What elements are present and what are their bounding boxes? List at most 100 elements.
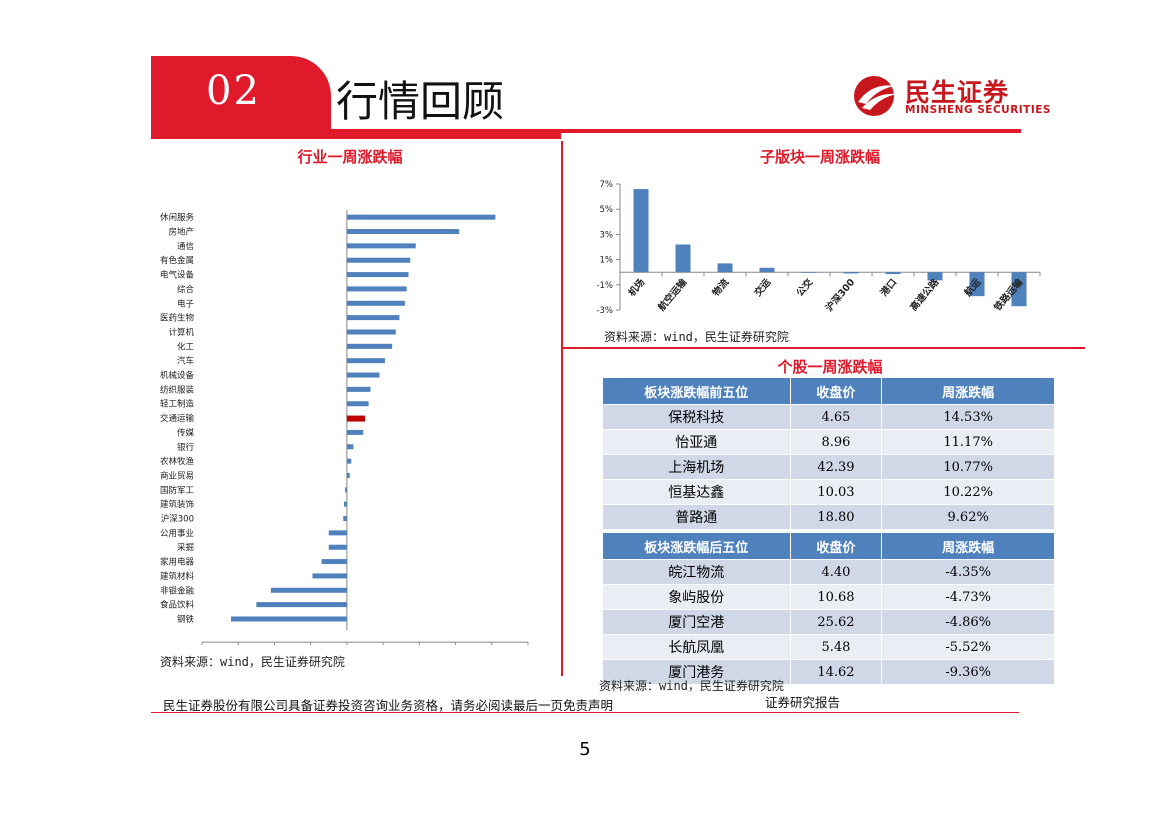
bar-机械设备 (346, 372, 380, 378)
category-label: 沪深300 (161, 514, 194, 525)
industry-bar-chart: -4%-3%-2%-1%0%1%2%3%4%5%休闲服务房地产通信有色金属电气设… (160, 210, 529, 645)
sub-chart-title: 子版块一周涨跌幅 (759, 148, 880, 166)
bar-房地产 (346, 229, 460, 235)
table-row: 上海机场 42.39 10.77% (602, 454, 1055, 480)
header-close-price: 收盘价 (789, 532, 883, 560)
weekly-change: 10.22% (881, 479, 1055, 505)
page-number: 5 (579, 739, 591, 760)
table-row: 厦门空港 25.62 -4.86% (602, 609, 1055, 635)
table-row: 普路通 18.80 9.62% (602, 504, 1055, 530)
stocks-source: 资料来源：wind，民生证券研究院 (599, 679, 784, 693)
header-weekly-change: 周涨跌幅 (881, 377, 1055, 405)
weekly-change: -9.36% (881, 659, 1055, 685)
table-row: 长航凤凰 5.48 -5.52% (602, 634, 1055, 660)
stock-name: 厦门港务 (602, 659, 791, 685)
category-label: 家用电器 (160, 557, 195, 568)
logo-text-en: MINSHENG SECURITIES (905, 104, 1051, 116)
table-row: 象屿股份 10.68 -4.73% (602, 584, 1055, 610)
bar-计算机 (346, 329, 396, 335)
table-row: 恒基达鑫 10.03 10.22% (602, 479, 1055, 505)
bar-建筑装饰 (343, 501, 347, 507)
category-label: 交运 (752, 276, 774, 299)
bar-物流 (717, 263, 733, 273)
header-weekly-change: 周涨跌幅 (881, 532, 1055, 560)
category-label: 航空运输 (656, 276, 690, 313)
section-number: 02 (206, 68, 261, 114)
bar-沪深300 (843, 272, 859, 274)
bar-铁路运输 (1011, 272, 1027, 307)
category-label: 国防军工 (160, 485, 195, 496)
y-tick-label: -1% (596, 281, 613, 291)
close-price: 10.68 (789, 584, 883, 610)
bar-汽车 (346, 358, 385, 364)
category-label: 电气设备 (160, 270, 195, 281)
bar-建筑材料 (312, 573, 347, 579)
table-header-row: 板块涨跌幅前五位 收盘价 周涨跌幅 (602, 377, 1055, 405)
category-label: 公用事业 (160, 528, 194, 539)
category-label: 通信 (177, 241, 195, 252)
bar-纺织服装 (346, 386, 371, 392)
bar-机场 (633, 189, 649, 273)
weekly-change: -4.35% (881, 559, 1055, 585)
category-label: 公交 (794, 276, 816, 299)
category-label: 建筑装饰 (160, 499, 195, 510)
weekly-change: 11.17% (881, 429, 1055, 455)
bar-传媒 (346, 429, 364, 435)
bar-钢铁 (230, 616, 347, 622)
vertical-divider (561, 141, 563, 676)
bar-航运 (969, 272, 985, 297)
header-close-price: 收盘价 (789, 377, 883, 405)
bar-航空运输 (675, 244, 691, 273)
close-price: 18.80 (789, 504, 883, 530)
bar-港口 (885, 272, 901, 275)
stock-name: 普路通 (602, 504, 791, 530)
stock-name: 象屿股份 (602, 584, 791, 610)
stock-name: 厦门空港 (602, 609, 791, 635)
category-label: 机械设备 (160, 370, 195, 381)
category-label: 沪深300 (823, 276, 857, 314)
category-label: 化工 (177, 341, 195, 352)
bar-交运 (759, 267, 775, 273)
category-label: 计算机 (168, 327, 194, 338)
category-label: 纺织服装 (160, 384, 195, 395)
category-label: 轻工制造 (160, 399, 195, 410)
bar-交通运输 (346, 415, 365, 422)
bar-银行 (346, 444, 354, 450)
category-label: 钢铁 (177, 614, 195, 625)
bar-沪深300 (343, 516, 347, 522)
weekly-change: 14.53% (881, 404, 1055, 430)
bar-食品饮料 (256, 602, 347, 608)
close-price: 42.39 (789, 454, 883, 480)
category-label: 汽车 (177, 356, 194, 367)
bar-通信 (346, 243, 416, 249)
y-tick-label: 5% (600, 205, 614, 215)
bar-公交 (801, 272, 817, 273)
bar-采掘 (328, 544, 347, 550)
header-rule (151, 129, 1021, 133)
logo-text-cn: 民生证券 (905, 78, 1010, 107)
category-label: 银行 (177, 442, 195, 453)
weekly-change: 10.77% (881, 454, 1055, 480)
category-label: 高速公路 (908, 276, 942, 313)
minsheng-logo-icon (854, 76, 898, 116)
category-label: 物流 (710, 276, 732, 299)
stock-name: 皖江物流 (602, 559, 791, 585)
y-tick-label: 7% (600, 180, 614, 190)
stock-name: 上海机场 (602, 454, 791, 480)
stock-name: 恒基达鑫 (602, 479, 791, 505)
bar-公用事业 (328, 530, 347, 536)
category-label: 港口 (878, 276, 899, 298)
top-five-table: 板块涨跌幅前五位 收盘价 周涨跌幅 保税科技 4.65 14.53% 怡亚通 8… (602, 377, 1055, 530)
bar-农林牧渔 (346, 458, 352, 464)
category-label: 医药生物 (160, 313, 195, 324)
footer-rule (151, 712, 1019, 713)
category-label: 综合 (177, 284, 195, 295)
close-price: 4.40 (789, 559, 883, 585)
category-label: 有色金属 (160, 255, 194, 266)
close-price: 8.96 (789, 429, 883, 455)
category-label: 传媒 (177, 427, 195, 438)
bar-国防军工 (345, 487, 347, 493)
horizontal-divider (563, 347, 1085, 349)
disclaimer: 民生证券股份有限公司具备证券投资咨询业务资格，请务必阅读最后一页免责声明 (163, 698, 614, 713)
sub-sector-bar-chart: 7%5%3%1%-1%-3%机场 航空运输 物流 交运 公交 沪深300 港口 高速公路 航运铁… (596, 180, 1041, 316)
